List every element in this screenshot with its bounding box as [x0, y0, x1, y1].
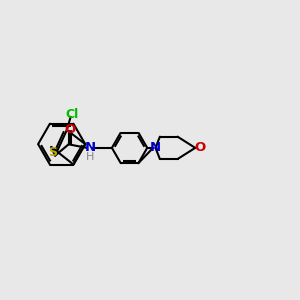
Text: S: S [48, 146, 57, 159]
Text: H: H [85, 152, 94, 162]
Text: O: O [194, 141, 206, 154]
Text: O: O [64, 122, 76, 136]
Text: Cl: Cl [66, 108, 79, 121]
Text: N: N [84, 141, 95, 154]
Text: N: N [150, 141, 161, 154]
